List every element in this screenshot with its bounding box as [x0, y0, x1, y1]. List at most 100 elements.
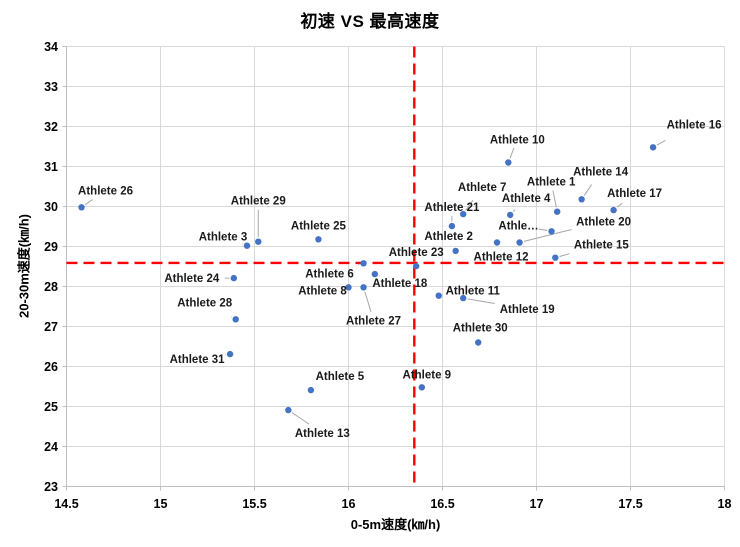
x-tick-label: 16.5 [430, 497, 454, 511]
label-leader-line [364, 291, 372, 312]
point-label: Athlete 15 [574, 240, 630, 252]
chart-title: 初速 VS 最高速度 [300, 12, 440, 31]
label-leader-line [467, 298, 495, 305]
label-leader-line [538, 228, 548, 231]
data-point [548, 228, 555, 235]
x-tick-label: 14.5 [54, 497, 78, 511]
data-point [371, 270, 379, 278]
data-point [412, 262, 420, 270]
point-label: Athlete 14 [573, 166, 629, 178]
y-tick-label: 29 [44, 240, 58, 254]
data-point [578, 196, 585, 203]
x-tick-label: 15 [154, 497, 168, 511]
point-label: Athlete 2 [424, 231, 473, 243]
point-label: Athlete 12 [474, 252, 529, 264]
y-tick-label: 33 [44, 80, 58, 94]
label-leader-line [552, 190, 557, 208]
y-tick-label: 23 [44, 480, 58, 494]
point-label: Athlete 9 [403, 369, 452, 381]
point-label: Athlete 6 [305, 268, 354, 280]
y-tick-label: 34 [44, 40, 58, 54]
point-label: Athlete 23 [389, 247, 444, 259]
x-tick-label: 15.5 [242, 497, 266, 511]
y-tick-label: 28 [44, 280, 58, 294]
data-point [506, 211, 514, 219]
point-label: Athlete 18 [372, 278, 428, 290]
y-tick-label: 30 [44, 200, 58, 214]
data-point [418, 384, 426, 391]
point-label: Athlete 19 [500, 304, 555, 316]
data-point [360, 260, 367, 267]
label-leader-line [559, 253, 570, 257]
data-point [553, 208, 561, 215]
data-point [552, 254, 559, 261]
data-point [232, 316, 239, 323]
point-label: Athlete 1 [527, 177, 576, 189]
point-label: Athlete 4 [502, 193, 551, 205]
x-tick-label: 17 [530, 497, 544, 511]
data-point [493, 239, 501, 246]
data-point [226, 350, 234, 358]
label-leader-line [509, 147, 515, 159]
point-label: Athlete 20 [576, 217, 631, 229]
point-label: Athlete 8 [298, 285, 347, 297]
point-label: Athlete 10 [490, 135, 545, 147]
point-label: Athlete 28 [177, 297, 233, 309]
y-tick-label: 32 [44, 120, 58, 134]
x-tick-label: 18 [718, 497, 732, 511]
data-point [360, 284, 367, 291]
y-tick-label: 25 [44, 400, 58, 414]
x-tick-label: 16 [342, 497, 356, 511]
point-label: Athlete 27 [346, 315, 401, 327]
point-label: Athlete 29 [231, 196, 286, 208]
data-point [516, 239, 523, 246]
x-tick-label: 17.5 [618, 497, 642, 511]
y-axis-title: 20-30m速度(㎞/h) [16, 213, 32, 319]
data-point [459, 294, 467, 302]
data-point [230, 274, 238, 282]
data-point [610, 206, 617, 214]
point-label: Athlete 17 [607, 188, 662, 200]
point-label: Athlete 5 [316, 371, 365, 383]
data-point [78, 204, 85, 211]
point-label: Athlete 21 [424, 202, 480, 214]
y-tick-label: 27 [44, 320, 58, 334]
data-point [505, 159, 512, 166]
point-label: Athle… [498, 220, 538, 232]
data-point [285, 406, 292, 414]
data-point [435, 292, 442, 299]
point-label: Athlete 26 [78, 185, 133, 197]
label-leader-line [523, 229, 572, 242]
data-point [649, 144, 657, 151]
point-label: Athlete 24 [164, 273, 220, 285]
point-label: Athlete 31 [170, 354, 226, 366]
label-leader-line [512, 209, 516, 212]
data-point [315, 236, 322, 243]
data-point [452, 247, 459, 255]
label-leader-line [616, 202, 623, 208]
point-label: Athlete 3 [199, 232, 248, 244]
data-point [448, 222, 456, 230]
data-point [255, 238, 262, 245]
y-tick-label: 24 [44, 440, 58, 454]
data-point [459, 210, 467, 218]
y-tick-label: 26 [44, 360, 58, 374]
label-leader-line [465, 199, 474, 211]
point-label: Athlete 13 [295, 428, 350, 440]
point-label: Athlete 16 [667, 119, 722, 131]
data-point [345, 284, 352, 291]
point-label: Athlete 7 [458, 182, 507, 194]
y-tick-label: 31 [44, 160, 58, 174]
data-point [243, 242, 251, 249]
point-label: Athlete 25 [291, 220, 347, 232]
label-leader-line [656, 140, 666, 146]
label-leader-line [583, 184, 593, 196]
label-leader-line [84, 199, 93, 206]
x-axis-title: 0-5m速度(㎞/h) [350, 517, 441, 532]
data-point [475, 339, 482, 346]
label-leader-line [291, 412, 310, 425]
point-label: Athlete 11 [446, 286, 501, 298]
point-label: Athlete 30 [453, 323, 508, 335]
data-point [307, 386, 315, 394]
